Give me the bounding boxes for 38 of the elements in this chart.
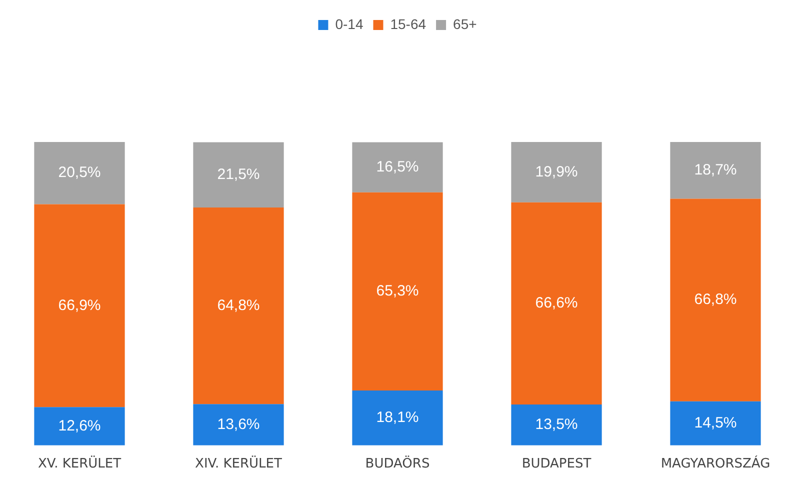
data-label: 66,6% [535, 294, 578, 312]
data-label: 64,8% [217, 296, 260, 314]
data-label: 12,6% [58, 417, 101, 434]
bar [352, 390, 443, 446]
bar [352, 142, 443, 192]
bar [193, 208, 284, 404]
x-tick-label: MAGYARORSZÁG [660, 454, 770, 472]
bar [34, 142, 125, 204]
bar [511, 202, 602, 404]
data-label: 20,5% [58, 164, 101, 182]
x-tick-label: BUDAÖRS [365, 456, 430, 472]
data-label: 18,1% [376, 409, 419, 426]
bar [511, 142, 602, 202]
data-label: 65,3% [376, 282, 419, 300]
data-label: 14,5% [694, 414, 737, 432]
x-tick-label: XV. KERÜLET [38, 456, 122, 472]
legend-label: 15-64 [390, 16, 426, 32]
x-tick-label: XIV. KERÜLET [195, 456, 282, 472]
bar [511, 404, 602, 446]
data-label: 16,5% [376, 158, 419, 176]
bar [193, 142, 284, 208]
bar [193, 404, 284, 446]
bar [670, 198, 761, 402]
bar [34, 204, 125, 408]
bar [352, 192, 443, 390]
bar [670, 142, 761, 199]
data-label: 21,5% [217, 166, 260, 184]
legend-label: 0-14 [335, 16, 364, 32]
data-label: 13,5% [535, 416, 578, 434]
bar [34, 407, 125, 446]
data-label: 19,9% [535, 163, 578, 180]
data-label: 66,9% [58, 296, 101, 314]
bar [670, 401, 761, 446]
data-label: 13,6% [217, 416, 260, 433]
data-label: 66,8% [694, 291, 737, 308]
data-label: 18,7% [694, 162, 737, 179]
x-tick-label: BUDAPEST [522, 456, 592, 472]
legend-label: 65+ [453, 16, 477, 32]
